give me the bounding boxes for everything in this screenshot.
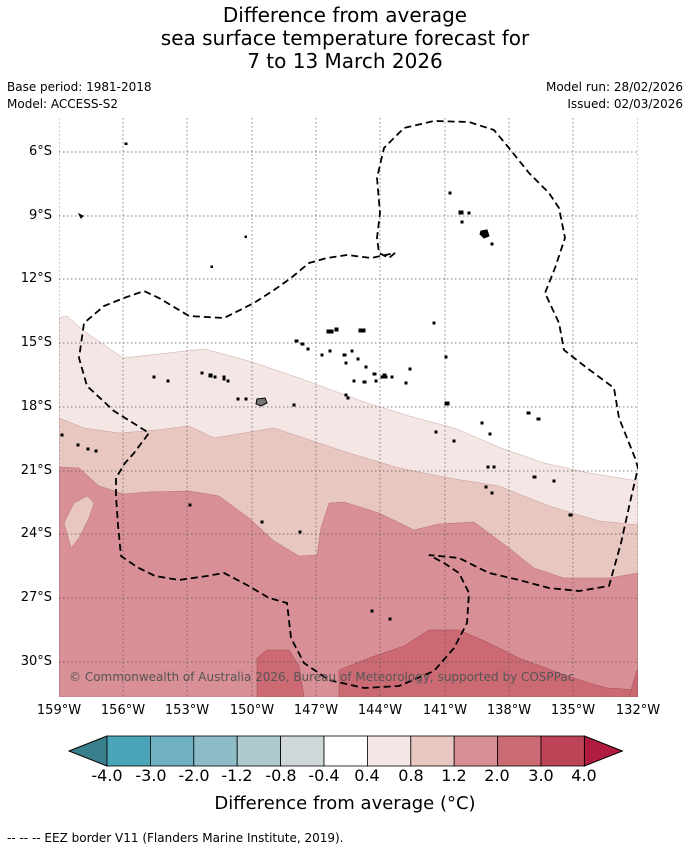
colorbar-segment bbox=[366, 735, 412, 767]
colorbar-tick-label: 0.8 bbox=[398, 766, 424, 785]
title-line-1: Difference from average bbox=[222, 3, 468, 27]
base-period: Base period: 1981-2018 bbox=[7, 80, 152, 94]
lon-label-132w: 132°W bbox=[615, 703, 661, 718]
lon-label-144w: 144°W bbox=[357, 703, 403, 718]
colorbar-segment-above bbox=[583, 735, 624, 767]
colorbar-segment-below bbox=[68, 735, 108, 767]
graticule bbox=[59, 118, 638, 697]
colorbar-tick-label: -4.0 bbox=[91, 766, 123, 785]
lon-label-156w: 156°W bbox=[100, 703, 146, 718]
lon-label-141w: 141°W bbox=[422, 703, 468, 718]
colorbar-segment bbox=[453, 735, 499, 767]
colorbar-tick-label: 0.4 bbox=[354, 766, 380, 785]
colorbar-tick-label: 3.0 bbox=[528, 766, 554, 785]
sst-anomaly-map: © Commonwealth of Australia 2026, Bureau… bbox=[59, 118, 638, 697]
colorbar-tick-label: 2.0 bbox=[484, 766, 510, 785]
colorbar-segment bbox=[280, 735, 325, 767]
lon-label-147w: 147°W bbox=[293, 703, 339, 718]
copyright-notice: © Commonwealth of Australia 2026, Bureau… bbox=[69, 670, 574, 684]
lat-label-6s: 6°S bbox=[28, 144, 52, 159]
colorbar bbox=[68, 735, 624, 767]
colorbar-tick-label: 4.0 bbox=[571, 766, 597, 785]
colorbar-title: Difference from average (°C) bbox=[214, 793, 476, 814]
colorbar-segment bbox=[410, 735, 455, 767]
colorbar-tick-label: -3.0 bbox=[135, 766, 167, 785]
lon-label-153w: 153°W bbox=[164, 703, 210, 718]
anomaly-band-2.0-3.0-c bbox=[628, 669, 638, 697]
lat-label-24s: 24°S bbox=[20, 526, 52, 541]
title-line-3: 7 to 13 March 2026 bbox=[247, 49, 443, 73]
lat-label-15s: 15°S bbox=[20, 335, 52, 350]
lon-label-138w: 138°W bbox=[486, 703, 532, 718]
colorbar-tick-label: -1.2 bbox=[221, 766, 253, 785]
issued-date: Issued: 02/03/2026 bbox=[567, 97, 683, 111]
colorbar-segment bbox=[540, 735, 585, 767]
lat-label-21s: 21°S bbox=[20, 463, 52, 478]
model-name: Model: ACCESS-S2 bbox=[7, 97, 119, 111]
anomaly-band-1.2-2.0 bbox=[59, 466, 638, 697]
colorbar-tick-label: -0.4 bbox=[308, 766, 340, 785]
lon-label-150w: 150°W bbox=[229, 703, 275, 718]
lon-label-135w: 135°W bbox=[550, 703, 596, 718]
colorbar-segment bbox=[193, 735, 238, 767]
colorbar-segment bbox=[150, 735, 195, 767]
eez-border bbox=[78, 120, 638, 689]
colorbar-tick-label: 1.2 bbox=[441, 766, 467, 785]
islands bbox=[60, 142, 573, 621]
lat-label-18s: 18°S bbox=[20, 399, 52, 414]
colorbar-segment bbox=[236, 735, 281, 767]
anomaly-patch-1.2-2.0-left bbox=[63, 495, 95, 549]
title-line-2: sea surface temperature forecast for bbox=[160, 26, 530, 50]
model-run: Model run: 28/02/2026 bbox=[545, 80, 683, 94]
lon-label-159w: 159°W bbox=[36, 703, 82, 718]
eez-legend-footer: -- -- -- EEZ border V11 (Flanders Marine… bbox=[7, 831, 344, 845]
lat-label-12s: 12°S bbox=[20, 271, 52, 286]
colorbar-tick-label: -0.8 bbox=[265, 766, 297, 785]
colorbar-segment bbox=[497, 735, 542, 767]
colorbar-tick-label: -2.0 bbox=[178, 766, 210, 785]
colorbar-segment bbox=[106, 735, 151, 767]
lat-label-27s: 27°S bbox=[20, 590, 52, 605]
lat-label-9s: 9°S bbox=[28, 208, 52, 223]
lat-label-30s: 30°S bbox=[20, 654, 52, 669]
colorbar-segment bbox=[323, 735, 368, 767]
